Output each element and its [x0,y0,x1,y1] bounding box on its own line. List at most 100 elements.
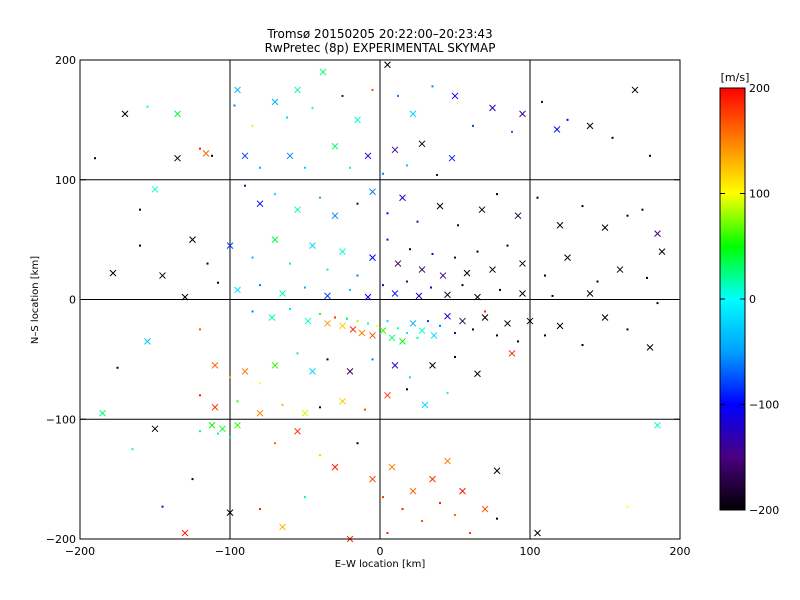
scatter-point-dot [484,310,486,313]
scatter-point-x [279,523,286,531]
scatter-point-x [109,269,117,277]
scatter-point-x-stroke [418,327,426,334]
scatter-point-x-stroke [564,254,571,261]
scatter-point-x-stroke [121,110,129,118]
scatter-point-x-stroke [226,242,234,249]
scatter-point-dot [499,288,501,291]
scatter-point-x [309,367,316,375]
scatter-point-dot [146,105,149,108]
scatter-point-x-stroke [448,154,456,162]
scatter-point-dot [401,508,404,511]
scatter-point-dot [356,442,359,445]
scatter-point-dot [259,284,261,287]
scatter-point-x [189,236,196,243]
x-tick-label: 100 [520,545,541,558]
scatter-point-x-stroke [631,86,639,94]
scatter-point-x [279,290,286,297]
scatter-point-x-stroke [159,272,166,279]
scatter-point-dot [386,532,389,535]
scatter-point-x [294,427,301,435]
scatter-point-dot [656,302,659,305]
scatter-point-x-stroke [271,98,279,106]
scatter-point-x [339,248,346,255]
scatter-point-dot [217,281,219,284]
scatter-point-x [553,126,561,133]
scatter-point-dot [274,442,276,445]
scatter-point-x [174,154,181,162]
scatter-point-x [526,317,534,325]
scatter-point-x-stroke [271,236,279,243]
scatter-point-dot [431,252,434,255]
scatter-point-x [234,286,241,294]
scatter-point-x [508,350,516,357]
scatter-point-x [331,212,339,220]
scatter-point-x-stroke [241,367,249,375]
scatter-point-dot [427,320,429,323]
scatter-point-dot [131,448,134,451]
scatter-point-x [394,260,402,267]
scatter-point-dot [581,205,584,208]
scatter-point-x-stroke [181,529,189,537]
scatter-point-dot [469,532,471,535]
scatter-point-dot [382,284,384,287]
scatter-point-dot [281,403,284,406]
scatter-point-x-stroke [429,362,436,369]
scatter-point-x [331,463,339,471]
scatter-point-x [121,110,129,118]
scatter-point-x-stroke [268,314,276,321]
scatter-point-x [271,362,279,369]
scatter-point-dot [199,147,201,150]
scatter-point-x-stroke [294,206,301,214]
scatter-point-x [271,236,279,243]
scatter-point-dot [251,310,254,313]
scatter-point-dot [211,154,213,157]
scatter-point-x-stroke [211,403,219,411]
scatter-point-x-stroke [354,116,361,124]
scatter-point-x-stroke [369,254,376,261]
scatter-point-x-stroke [388,463,396,471]
scatter-point-x [418,266,426,273]
scatter-point-dot [319,454,321,457]
scatter-point-x [489,266,496,273]
scatter-point-dot [349,288,351,291]
scatter-point-dot [356,202,359,205]
scatter-point-x [271,98,279,106]
scatter-point-dot [311,106,314,109]
scatter-point-x-stroke [391,290,399,297]
scatter-point-x-stroke [459,487,466,495]
scatter-point-dot [334,316,336,319]
scatter-point-x [519,290,526,297]
scatter-point-x-stroke [658,248,666,255]
scatter-point-x-stroke [526,317,534,325]
scatter-point-dot [94,157,96,160]
scatter-point-dot [376,324,378,327]
scatter-point-x-stroke [415,292,423,300]
colorbar-tick-label: 100 [749,188,770,201]
scatter-point-x-stroke [586,290,594,297]
scatter-point-dot [472,328,474,331]
scatter-point-x-stroke [519,110,526,118]
scatter-point-x [324,320,331,327]
scatter-point-x-stroke [349,326,357,333]
scatter-point-x [444,312,451,320]
scatter-point-x-stroke [444,312,451,320]
scatter-point-dot [611,136,614,139]
scatter-point-x [369,475,376,483]
scatter-point-dot [626,328,629,331]
scatter-point-dot [199,328,201,331]
scatter-point-x [418,327,426,334]
scatter-point-dot [319,196,321,199]
scatter-point-x [358,329,366,337]
scatter-point-x [174,110,181,118]
scatter-point-dot [551,294,554,297]
scatter-point-x [151,185,159,193]
scatter-point-x-stroke [430,332,438,339]
scatter-point-x-stroke [189,236,196,243]
scatter-point-x-stroke [519,260,526,267]
scatter-point-x [430,332,438,339]
scatter-point-x-stroke [226,509,234,517]
scatter-point-dot [496,517,498,520]
y-axis-label: N–S location [km] [30,256,41,344]
scatter-point-dot [296,352,299,355]
scatter-point-x [388,463,396,471]
